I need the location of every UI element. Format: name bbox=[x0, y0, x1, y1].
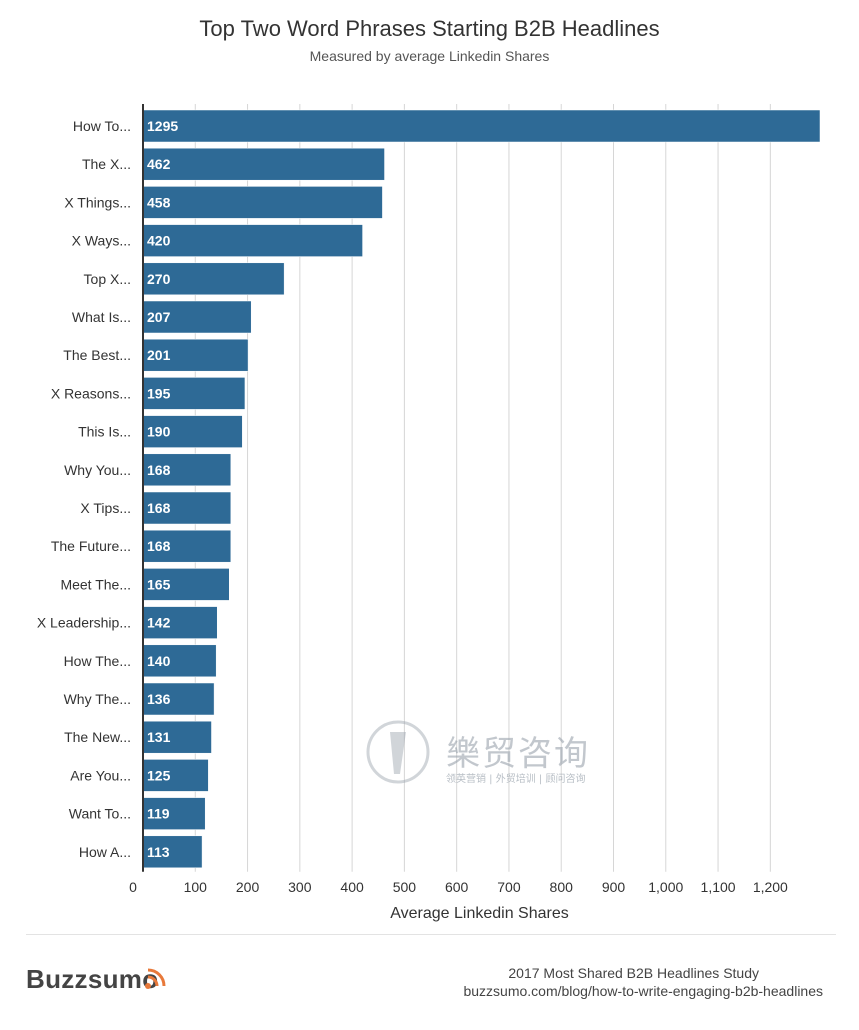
bar-value-label: 458 bbox=[147, 194, 171, 210]
bar-value-label: 119 bbox=[147, 806, 170, 822]
watermark-subtitle: 领英营销 | 外贸培训 | 顾问咨询 bbox=[446, 774, 586, 785]
bar-value-label: 462 bbox=[147, 156, 171, 172]
chart-title: Top Two Word Phrases Starting B2B Headli… bbox=[199, 16, 660, 41]
category-label: Why You... bbox=[64, 462, 131, 478]
study-url[interactable]: buzzsumo.com/blog/how-to-write-engaging-… bbox=[463, 983, 823, 999]
bar-value-label: 168 bbox=[147, 500, 171, 516]
bar bbox=[142, 606, 218, 639]
bar bbox=[142, 491, 232, 525]
category-label: Meet The... bbox=[60, 576, 131, 592]
category-label: X Leadership... bbox=[37, 615, 131, 631]
category-label: Are You... bbox=[70, 767, 131, 783]
footer-divider bbox=[26, 934, 836, 935]
x-tick-label: 1,000 bbox=[648, 879, 683, 895]
bar-value-label: 201 bbox=[147, 347, 171, 363]
bar-value-label: 1295 bbox=[147, 118, 178, 134]
bar-chart: 0 100 200 300 400 500 600 700 800 900 1,000 1,100 1,… bbox=[37, 104, 821, 922]
signal-waves-icon bbox=[145, 968, 166, 989]
x-tick-label: 600 bbox=[445, 879, 469, 895]
bar-value-label: 113 bbox=[147, 844, 170, 860]
bar bbox=[142, 147, 385, 181]
bar bbox=[142, 720, 212, 754]
bar bbox=[142, 682, 215, 716]
x-tick-label: 1,200 bbox=[753, 879, 788, 895]
bar bbox=[142, 262, 285, 296]
bar bbox=[142, 377, 246, 410]
bar bbox=[142, 338, 249, 372]
bar-value-label: 420 bbox=[147, 233, 171, 249]
watermark-title: 樂贸咨询 bbox=[446, 734, 590, 774]
bar-value-label: 190 bbox=[147, 424, 171, 440]
category-label: How To... bbox=[73, 118, 131, 134]
bar-value-label: 195 bbox=[147, 385, 171, 401]
category-label: Top X... bbox=[84, 271, 131, 287]
bar bbox=[142, 453, 232, 487]
category-label: The New... bbox=[64, 729, 131, 745]
bar-value-label: 168 bbox=[147, 538, 171, 554]
bar bbox=[142, 797, 206, 830]
x-tick-label: 900 bbox=[602, 879, 626, 895]
bar bbox=[142, 529, 232, 563]
x-axis-label: Average Linkedin Shares bbox=[390, 905, 569, 922]
bar-value-label: 165 bbox=[147, 576, 171, 592]
bar bbox=[142, 568, 230, 601]
x-tick-label: 200 bbox=[236, 879, 260, 895]
x-tick-label: 300 bbox=[288, 879, 312, 895]
category-label: How The... bbox=[64, 653, 131, 669]
bar bbox=[142, 644, 217, 678]
x-tick-label: 0 bbox=[129, 879, 137, 895]
bar-value-label: 140 bbox=[147, 653, 171, 669]
bar bbox=[142, 759, 209, 792]
bar-value-label: 136 bbox=[147, 691, 171, 707]
bar-value-label: 142 bbox=[147, 615, 171, 631]
category-label: How A... bbox=[79, 844, 131, 860]
category-label: Want To... bbox=[69, 806, 131, 822]
category-label: X Ways... bbox=[72, 233, 131, 249]
bar-value-label: 270 bbox=[147, 271, 171, 287]
bar bbox=[142, 109, 821, 143]
x-tick-label: 500 bbox=[393, 879, 417, 895]
x-tick-label: 400 bbox=[340, 879, 364, 895]
x-tick-label: 800 bbox=[550, 879, 574, 895]
bar bbox=[142, 415, 243, 448]
bar bbox=[142, 186, 383, 219]
brand-logo: Buzzsumo bbox=[26, 964, 159, 994]
watermark-logo-icon bbox=[366, 720, 430, 784]
category-label: X Reasons... bbox=[51, 385, 131, 401]
category-label: The Best... bbox=[63, 347, 131, 363]
study-title: 2017 Most Shared B2B Headlines Study bbox=[508, 965, 759, 981]
bar-value-label: 168 bbox=[147, 462, 171, 478]
bar-value-label: 125 bbox=[147, 767, 171, 783]
chart-subtitle: Measured by average Linkedin Shares bbox=[309, 48, 550, 64]
category-label: X Tips... bbox=[80, 500, 131, 516]
x-tick-label: 100 bbox=[184, 879, 208, 895]
category-label: The Future... bbox=[51, 538, 131, 554]
category-label: This Is... bbox=[78, 424, 131, 440]
bar bbox=[142, 300, 252, 334]
bar bbox=[142, 224, 363, 257]
x-tick-label: 700 bbox=[497, 879, 521, 895]
x-tick-label: 1,100 bbox=[701, 879, 736, 895]
category-label: Why The... bbox=[64, 691, 131, 707]
bar-value-label: 131 bbox=[147, 729, 171, 745]
category-label: The X... bbox=[82, 156, 131, 172]
category-label: X Things... bbox=[64, 194, 131, 210]
category-label: What Is... bbox=[72, 309, 131, 325]
bar-value-label: 207 bbox=[147, 309, 171, 325]
